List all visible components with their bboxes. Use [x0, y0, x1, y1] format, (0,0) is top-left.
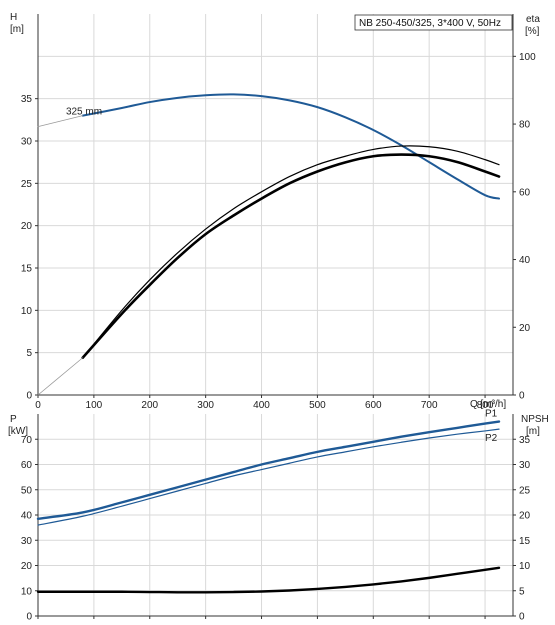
top-y-tick-label: 20 — [21, 221, 33, 232]
bottom-y2-tick-label: 5 — [519, 586, 525, 597]
bottom-y2-tick-label: 25 — [519, 485, 531, 496]
top-x-tick-label: 800 — [477, 400, 494, 411]
bottom-y-tick-label: 0 — [26, 612, 32, 623]
top-x-tick-label: 100 — [86, 400, 103, 411]
top-xlabel: Q [m³/h] — [470, 399, 506, 410]
top-ylabel-bottom: [m] — [10, 24, 24, 35]
top-x-tick-label: 400 — [253, 400, 270, 411]
bottom-y-tick-label: 10 — [21, 586, 33, 597]
bottom-y-tick-label: 30 — [21, 536, 33, 547]
bottom-y-tick-label: 70 — [21, 435, 33, 446]
bottom-series-line-0 — [36, 420, 501, 520]
top-y-tick-label: 5 — [26, 348, 32, 359]
top-y-tick-label: 15 — [21, 264, 33, 275]
top-y2-tick-label: 40 — [519, 255, 531, 266]
top-series-line-1 — [37, 115, 84, 128]
bottom-ylabel-top: P — [10, 414, 17, 425]
top-y-tick-label: 35 — [21, 94, 33, 105]
top-x-tick-label: 0 — [35, 400, 41, 411]
series-lines — [36, 93, 501, 594]
series-labels: P1 P2 325 mm — [66, 107, 498, 445]
bottom-y-tick-label: 50 — [21, 485, 33, 496]
top-y2-tick-label: 0 — [519, 391, 525, 402]
top-y2-tick-label: 100 — [519, 52, 536, 63]
top-y2-tick-label: 20 — [519, 323, 531, 334]
bottom-chart-grid — [38, 414, 513, 616]
top-x-tick-label: 700 — [421, 400, 438, 411]
top-y2-tick-label: 80 — [519, 120, 531, 131]
bottom-ylabel-bottom: [kW] — [8, 426, 28, 437]
top-y2-tick-label: 60 — [519, 187, 531, 198]
bottom-y2-tick-label: 20 — [519, 511, 531, 522]
bottom-series-line-2 — [36, 566, 501, 594]
chart-title: NB 250-450/325, 3*400 V, 50Hz — [359, 18, 501, 29]
bottom-y-tick-label: 60 — [21, 460, 33, 471]
top-series-line-4 — [37, 357, 84, 396]
bottom-y2-tick-label: 0 — [519, 612, 525, 623]
bottom-series-line-1 — [37, 428, 500, 526]
top-chart-grid — [38, 14, 513, 395]
bottom-y2-tick-label: 35 — [519, 435, 531, 446]
bottom-y2label-bottom: [m] — [526, 426, 540, 437]
bottom-y2-tick-label: 30 — [519, 460, 531, 471]
top-y-tick-label: 0 — [26, 391, 32, 402]
bottom-y-tick-label: 20 — [21, 561, 33, 572]
top-x-tick-label: 300 — [197, 400, 214, 411]
curve-annotation: 325 mm — [66, 107, 102, 118]
top-y2label-top: eta — [526, 14, 540, 25]
title-box — [354, 14, 513, 31]
bottom-y2-tick-label: 10 — [519, 561, 531, 572]
top-y-tick-label: 30 — [21, 137, 33, 148]
top-series-line-3 — [81, 153, 501, 360]
top-x-tick-label: 600 — [365, 400, 382, 411]
series-label-p2: P2 — [485, 433, 498, 444]
top-series-line-2 — [82, 145, 500, 359]
tick-labels: 0 100 200 300 400 500 600 700 800051015202530350… — [21, 52, 536, 623]
top-y-tick-label: 10 — [21, 306, 33, 317]
top-y-tick-label: 25 — [21, 179, 33, 190]
top-ylabel-top: H — [10, 12, 17, 23]
top-x-tick-label: 500 — [309, 400, 326, 411]
series-label-p1: P1 — [485, 409, 498, 420]
bottom-y-tick-label: 40 — [21, 511, 33, 522]
top-x-tick-label: 200 — [141, 400, 158, 411]
bottom-y2label-top: NPSH — [521, 414, 549, 425]
top-y2label-bottom: [%] — [525, 26, 540, 37]
bottom-y2-tick-label: 15 — [519, 536, 531, 547]
top-series-line-0 — [81, 93, 501, 200]
